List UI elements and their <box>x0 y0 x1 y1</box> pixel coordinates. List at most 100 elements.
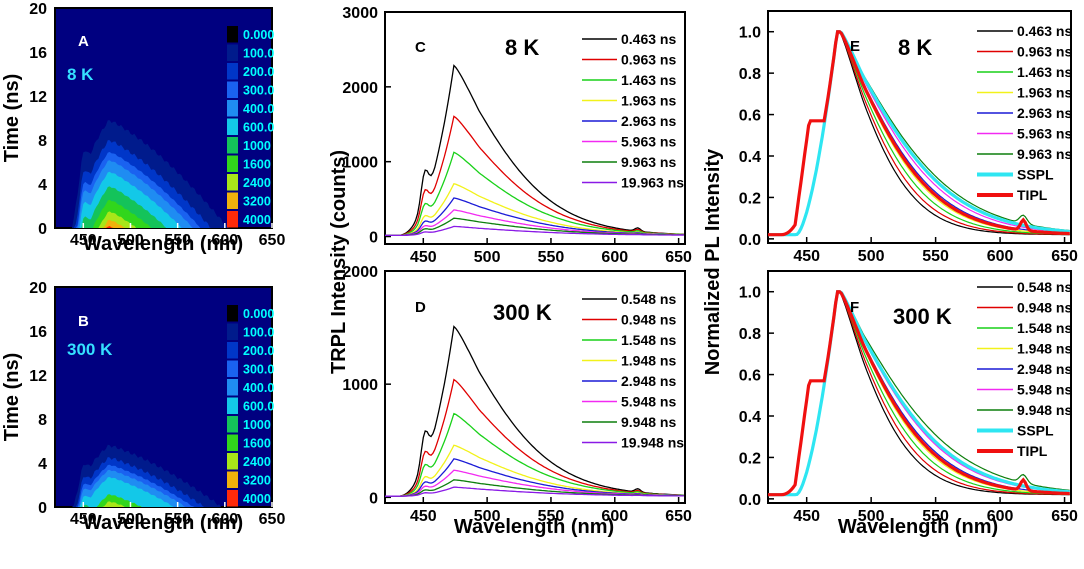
trpl-d-curves <box>385 325 684 497</box>
y-tick-label: 0.0 <box>739 232 761 249</box>
colorbar-label: 400.0 <box>243 102 274 116</box>
legend-label: 0.463 ns <box>621 31 676 47</box>
normalized-panel-f: 450 500 550 600 650 0.0 0.2 0.4 0.6 0.8 1.0 0.548 … <box>739 270 1078 538</box>
legend-label: 0.948 ns <box>621 312 676 328</box>
legend-label: 19.948 ns <box>621 435 684 451</box>
legend-label: TIPL <box>1017 187 1048 203</box>
temperature-label-e: 8 K <box>898 35 932 60</box>
trpl-d-axes: 450 500 550 600 650 0 1000 2000 <box>342 264 692 525</box>
legend-label: 1.963 ns <box>621 93 676 109</box>
tipl-line <box>768 290 1070 497</box>
colorbar-label: 4000 <box>243 213 271 227</box>
legend-label: 2.948 ns <box>621 373 676 389</box>
series-line <box>385 325 684 497</box>
y-tick-label: 0 <box>38 221 47 238</box>
legend-label: 0.963 ns <box>1017 44 1072 60</box>
heatmap-b-axes: 450 500 550 600 650 0 4 8 12 16 20 <box>29 280 285 528</box>
x-tick-label: 650 <box>665 508 692 525</box>
legend-label: 1.548 ns <box>1017 320 1072 336</box>
x-axis-label-a: Wavelength (nm) <box>83 233 243 255</box>
normalized-e-legend: 0.463 ns 0.963 ns 1.463 ns 1.963 ns 2.963 ns… <box>977 23 1072 203</box>
y-axis-label-b: Time (ns) <box>1 353 23 442</box>
legend-label: 9.963 ns <box>1017 146 1072 162</box>
colorbar-label: 0.000 <box>243 28 274 42</box>
colorbar-swatch <box>227 211 238 228</box>
legend-label: 0.463 ns <box>1017 23 1072 39</box>
legend-label: 0.548 ns <box>621 291 676 307</box>
y-tick-label: 1.0 <box>739 285 761 302</box>
trpl-c-curves <box>385 64 684 237</box>
x-tick-label: 550 <box>164 232 191 249</box>
colorbar-swatch <box>227 305 238 322</box>
x-tick-label: 650 <box>1051 248 1078 265</box>
colorbar-swatch <box>227 63 238 80</box>
contour-level-2400 <box>102 501 125 507</box>
x-tick-label: 450 <box>70 511 97 528</box>
colorbar-swatch <box>227 416 238 433</box>
colorbar-swatch <box>227 379 238 396</box>
x-tick-label: 550 <box>922 248 949 265</box>
colorbar-label: 1000 <box>243 139 271 153</box>
x-axis-label-d: Wavelength (nm) <box>454 516 614 538</box>
colorbar-label: 600.0 <box>243 121 274 135</box>
panel-label-c: C <box>415 39 426 56</box>
panel-label-d: D <box>415 299 426 316</box>
colorbar-swatch <box>227 137 238 154</box>
x-tick-label: 500 <box>117 232 144 249</box>
x-axis-label-b: Wavelength (nm) <box>83 512 243 534</box>
colorbar-label: 300.0 <box>243 84 274 98</box>
y-tick-label: 0.4 <box>739 149 761 166</box>
temperature-label-f: 300 K <box>893 304 952 329</box>
y-tick-label: 3000 <box>342 5 378 22</box>
series-line <box>385 412 684 497</box>
y-tick-label: 4 <box>38 456 47 473</box>
colorbar-label: 3200 <box>243 195 271 209</box>
series-line <box>385 486 684 497</box>
colorbar-swatch <box>227 155 238 172</box>
y-tick-label: 16 <box>29 324 47 341</box>
trpl-c-legend: 0.463 ns 0.963 ns 1.463 ns 1.963 ns 2.963 ns… <box>582 31 684 191</box>
y-tick-label: 12 <box>29 368 47 385</box>
legend-label: 2.963 ns <box>1017 105 1072 121</box>
tipl-line <box>768 30 1070 237</box>
x-tick-label: 450 <box>410 249 437 266</box>
colorbar-swatch <box>227 453 238 470</box>
x-tick-label: 500 <box>117 511 144 528</box>
legend-label: 5.963 ns <box>621 134 676 150</box>
trpl-c-plot-area <box>384 11 686 245</box>
y-tick-label: 2000 <box>342 80 378 97</box>
y-tick-label: 0.8 <box>739 326 761 343</box>
temperature-label-c: 8 K <box>505 35 539 60</box>
y-tick-label: 20 <box>29 280 47 297</box>
colorbar-label: 1600 <box>243 158 271 172</box>
legend-label: 9.963 ns <box>621 154 676 170</box>
colorbar-swatch <box>227 100 238 117</box>
legend-label: 1.948 ns <box>621 353 676 369</box>
colorbar-swatch <box>227 323 238 340</box>
legend-label: 1.948 ns <box>1017 341 1072 357</box>
x-tick-label: 450 <box>70 232 97 249</box>
x-tick-label: 500 <box>474 249 501 266</box>
series-line <box>385 64 684 237</box>
y-tick-label: 0.4 <box>739 409 761 426</box>
series-line <box>385 225 684 237</box>
y-tick-label: 1.0 <box>739 25 761 42</box>
y-tick-label: 0.2 <box>739 450 761 467</box>
legend-label: 0.548 ns <box>1017 279 1072 295</box>
series-line <box>385 151 684 237</box>
y-tick-label: 0.2 <box>739 190 761 207</box>
heatmap-a-contours <box>72 120 229 228</box>
y-tick-label: 2000 <box>342 264 378 281</box>
y-tick-label: 12 <box>29 89 47 106</box>
contour-level-3200 <box>102 219 125 228</box>
x-tick-label: 600 <box>987 248 1014 265</box>
normalized-f-curves <box>768 290 1070 497</box>
temperature-label-b: 300 K <box>67 340 113 359</box>
y-tick-label: 4 <box>38 177 47 194</box>
y-axis-label-a: Time (ns) <box>1 74 23 163</box>
x-tick-label: 600 <box>601 508 628 525</box>
legend-label: TIPL <box>1017 443 1048 459</box>
colorbar-swatch <box>227 81 238 98</box>
y-tick-label: 0 <box>369 230 378 247</box>
